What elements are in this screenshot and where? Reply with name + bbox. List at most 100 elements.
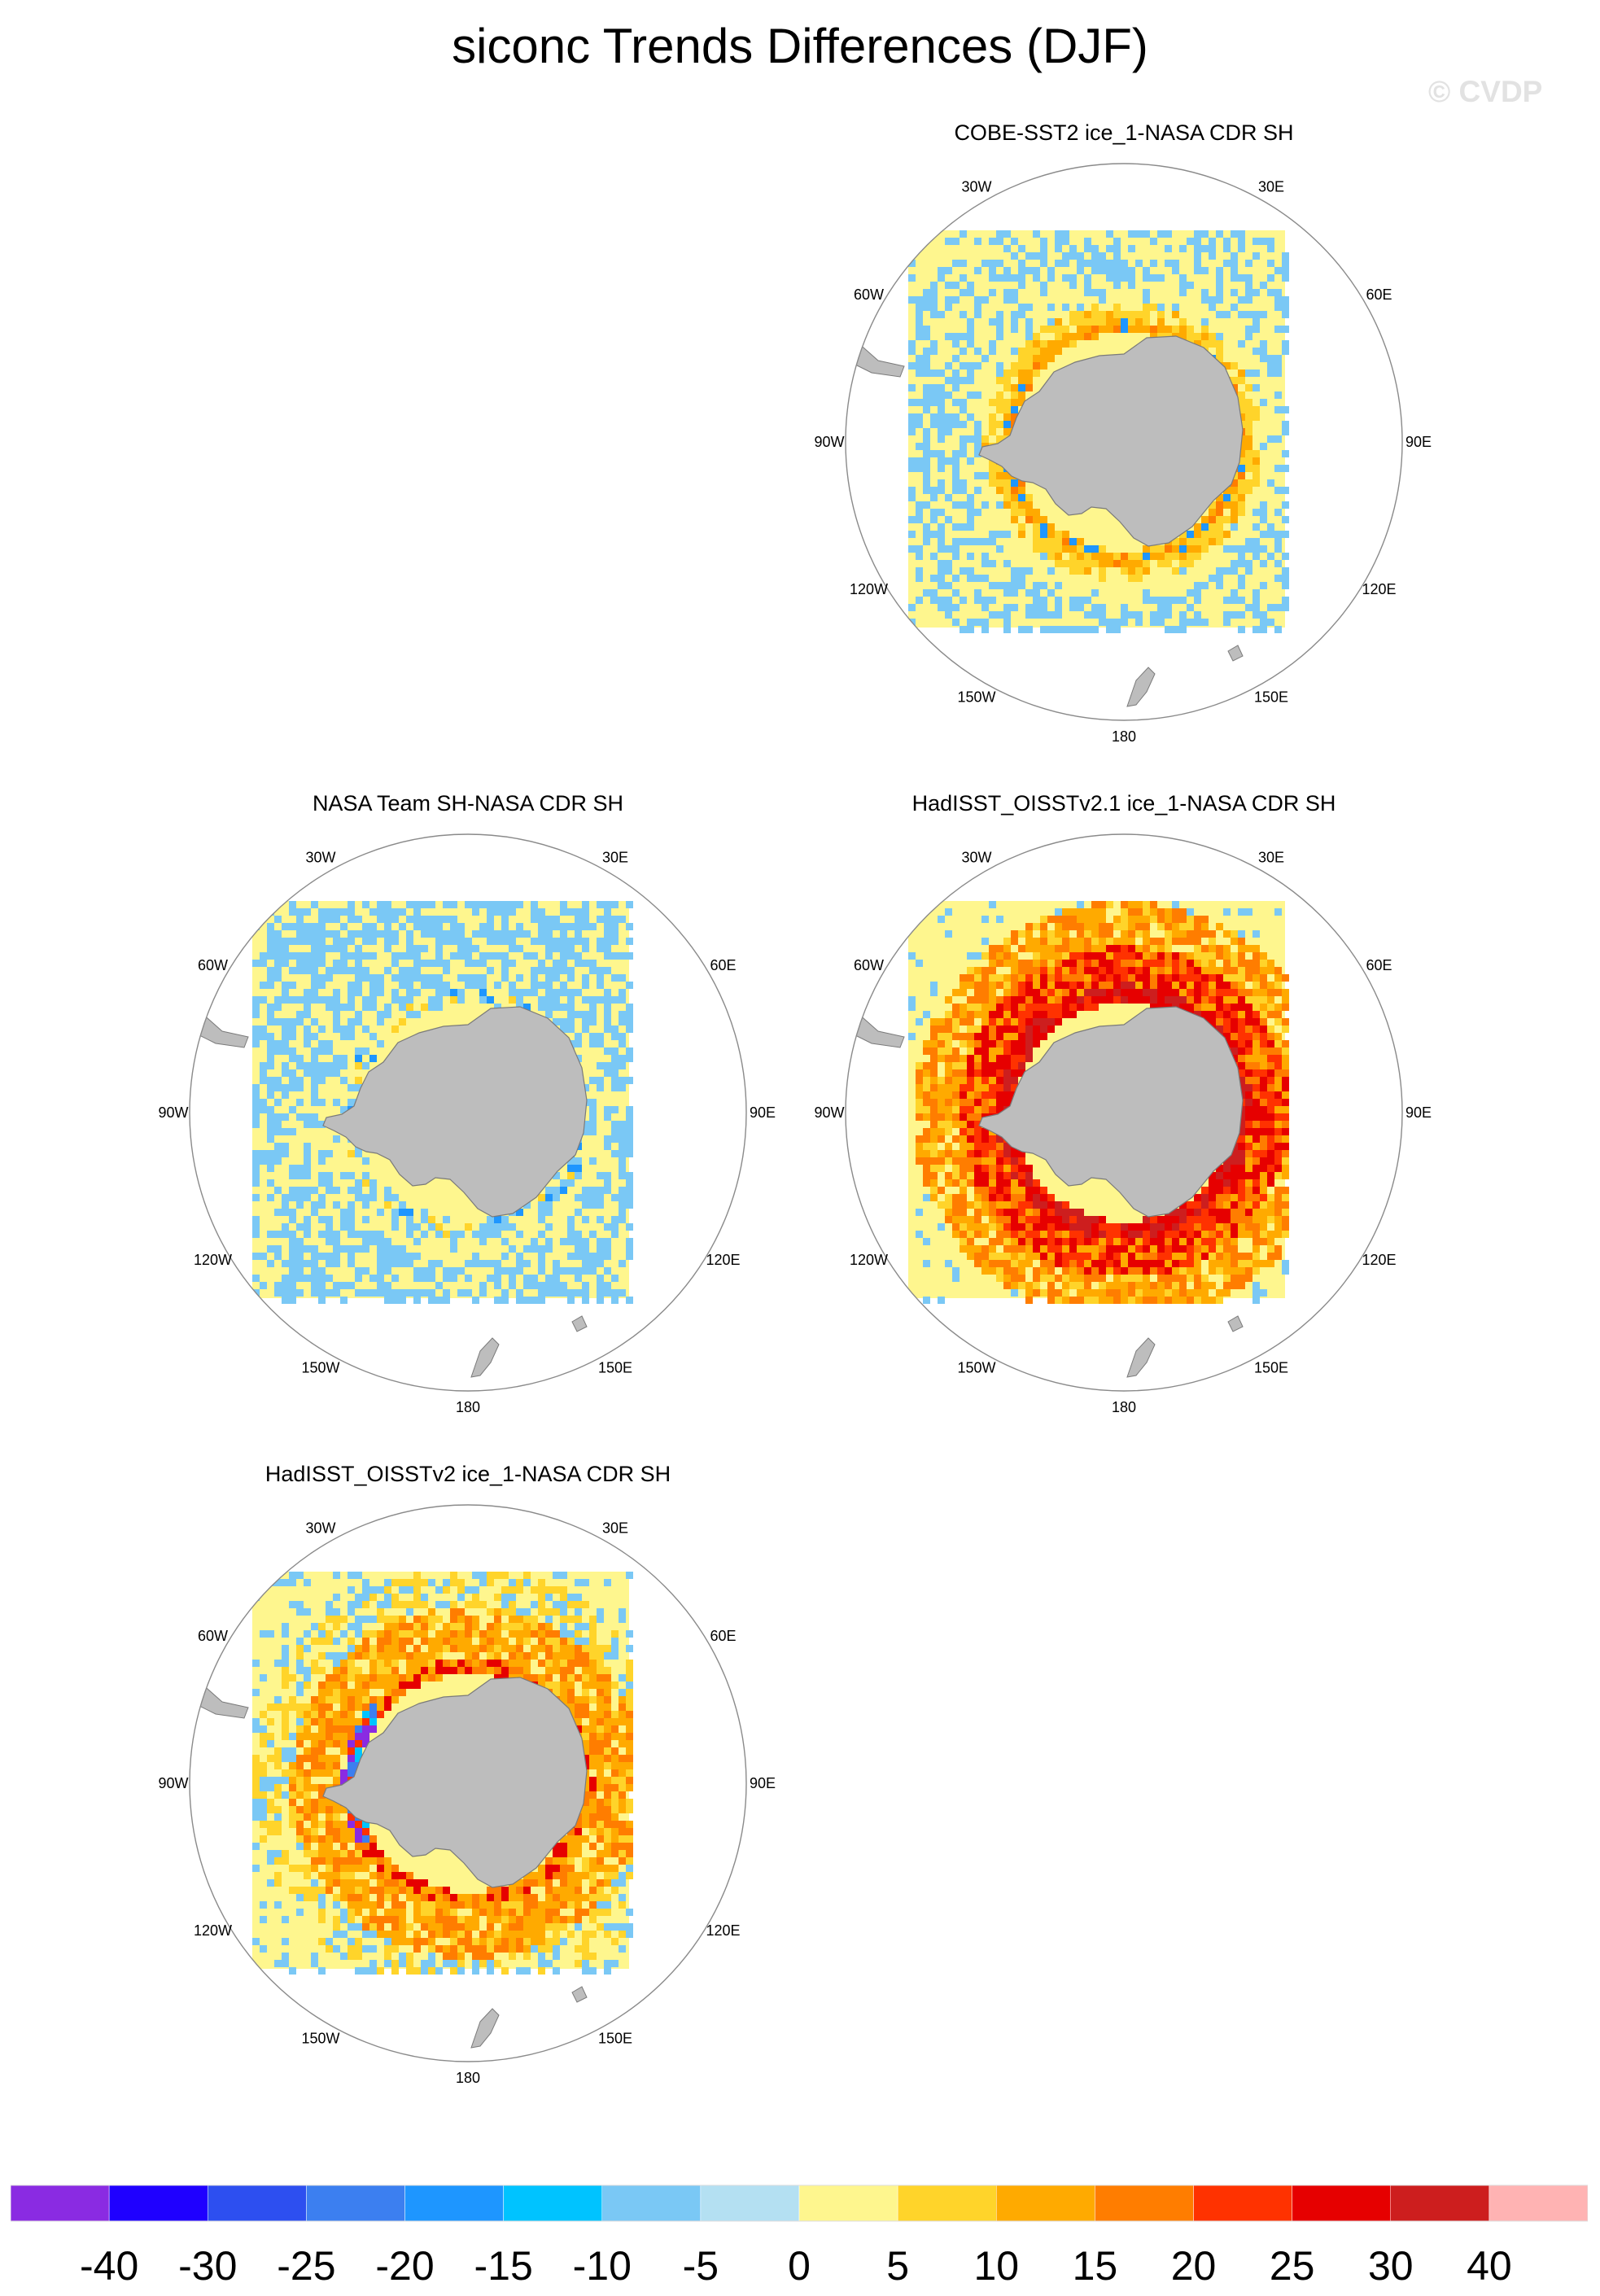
- field-cell: [274, 938, 282, 945]
- field-cell: [619, 1711, 626, 1718]
- field-cell: [1179, 611, 1187, 619]
- field-cell: [1062, 560, 1069, 567]
- field-cell: [604, 1106, 611, 1113]
- field-cell: [1069, 245, 1077, 252]
- field-cell: [1150, 1245, 1157, 1253]
- field-cell: [1033, 1033, 1040, 1040]
- field-cell: [274, 1018, 282, 1026]
- field-cell: [567, 1660, 575, 1667]
- field-cell: [1194, 1297, 1201, 1304]
- field-cell: [1267, 967, 1274, 974]
- field-cell: [311, 1762, 318, 1769]
- field-cell: [1135, 1223, 1143, 1231]
- field-cell: [567, 1289, 575, 1297]
- field-cell: [1216, 1011, 1223, 1018]
- field-cell: [1011, 996, 1018, 1004]
- field-cell: [575, 1645, 582, 1652]
- field-cell: [553, 1630, 560, 1638]
- field-cell: [619, 1755, 626, 1762]
- field-cell: [333, 1055, 340, 1062]
- field-cell: [1223, 1231, 1231, 1238]
- field-cell: [304, 1062, 311, 1069]
- field-cell: [604, 1113, 611, 1121]
- field-cell: [369, 1835, 377, 1843]
- field-cell: [1018, 1187, 1025, 1194]
- field-cell: [1062, 1275, 1069, 1282]
- field-cell: [296, 1733, 304, 1740]
- field-cell: [545, 1872, 553, 1879]
- field-cell: [443, 1275, 450, 1282]
- field-cell: [333, 1660, 340, 1667]
- field-cell: [1267, 1150, 1274, 1157]
- field-cell: [523, 1004, 531, 1011]
- field-cell: [1077, 304, 1084, 311]
- field-cell: [1179, 619, 1187, 626]
- field-cell: [509, 1594, 516, 1601]
- field-cell: [348, 1821, 355, 1828]
- field-cell: [348, 1245, 355, 1253]
- field-cell: [1201, 989, 1209, 996]
- field-cell: [923, 531, 930, 538]
- field-cell: [981, 996, 989, 1004]
- field-cell: [597, 1608, 604, 1616]
- field-cell: [1047, 523, 1055, 531]
- panel-title-hadisst-oisstv2: HadISST_OISSTv2 ice_1-NASA CDR SH: [264, 1462, 671, 1486]
- field-cell: [996, 399, 1003, 406]
- field-cell: [1187, 952, 1194, 960]
- field-cell: [952, 1113, 960, 1121]
- field-cell: [1128, 996, 1135, 1004]
- field-cell: [1084, 560, 1091, 567]
- field-cell: [960, 1091, 967, 1099]
- field-cell: [406, 1253, 413, 1260]
- field-cell: [377, 1645, 384, 1652]
- field-cell: [567, 1216, 575, 1223]
- field-cell: [348, 1586, 355, 1594]
- field-cell: [1150, 1260, 1157, 1267]
- field-cell: [967, 1231, 974, 1238]
- field-cell: [1084, 1216, 1091, 1223]
- field-cell: [289, 1084, 296, 1091]
- field-cell: [538, 960, 545, 967]
- field-cell: [604, 1696, 611, 1703]
- field-cell: [435, 982, 443, 989]
- field-cell: [952, 604, 960, 611]
- field-cell: [560, 1630, 567, 1638]
- field-cell: [1077, 1267, 1084, 1275]
- field-cell: [604, 1784, 611, 1791]
- field-cell: [597, 1040, 604, 1047]
- field-cell: [1231, 509, 1238, 516]
- field-cell: [274, 1289, 282, 1297]
- field-cell: [1113, 274, 1121, 282]
- field-cell: [289, 1128, 296, 1135]
- field-cell: [567, 1253, 575, 1260]
- field-cell: [450, 952, 457, 960]
- field-cell: [967, 1033, 974, 1040]
- field-cell: [923, 1135, 930, 1143]
- field-cell: [531, 1674, 538, 1682]
- field-cell: [604, 938, 611, 945]
- field-cell: [1121, 923, 1128, 930]
- field-cell: [1150, 597, 1157, 604]
- field-cell: [369, 974, 377, 982]
- field-cell: [355, 1179, 362, 1187]
- field-cell: [406, 1260, 413, 1267]
- field-cell: [1260, 1091, 1267, 1099]
- field-cell: [384, 1638, 391, 1645]
- field-cell: [974, 304, 981, 311]
- field-cell: [1062, 252, 1069, 260]
- field-cell: [930, 982, 938, 989]
- field-cell: [996, 370, 1003, 377]
- field-cell: [421, 1209, 428, 1216]
- field-cell: [1084, 238, 1091, 245]
- field-cell: [1223, 494, 1231, 501]
- field-cell: [1143, 923, 1150, 930]
- field-cell: [589, 1740, 597, 1747]
- field-cell: [1143, 230, 1150, 238]
- field-cell: [406, 930, 413, 938]
- field-cell: [597, 1297, 604, 1304]
- field-cell: [267, 1718, 274, 1725]
- field-cell: [413, 1238, 421, 1245]
- field-cell: [1274, 1201, 1282, 1209]
- field-cell: [1025, 923, 1033, 930]
- field-cell: [604, 1011, 611, 1018]
